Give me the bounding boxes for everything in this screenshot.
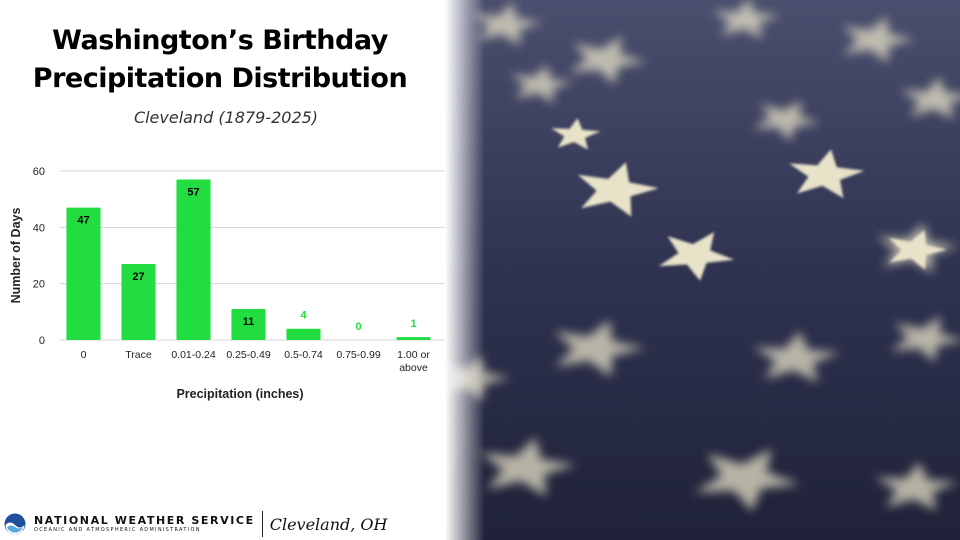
y-axis-label: Number of Days [9,208,23,304]
bar-value-label: 4 [300,310,307,322]
y-tick-label: 40 [33,222,45,234]
x-tick-label: 0.5-0.74 [284,349,323,361]
bar-value-label: 0 [355,321,361,333]
bar [286,328,321,340]
page-subtitle: Cleveland (1879-2025) [133,108,319,127]
bar-value-label: 47 [77,215,89,227]
noaa-logo [4,513,26,535]
x-tick-label: 0.75-0.99 [336,349,381,361]
precipitation-bar-chart: 020406047027Trace570.01-0.24110.25-0.494… [9,166,445,401]
star-shape [479,437,577,497]
star-shape [569,36,647,85]
footer: NATIONAL WEATHER SERVICE OCEANIC AND ATM… [4,510,387,538]
x-tick-label: 1.00 or above [397,349,430,374]
y-tick-label: 0 [39,335,45,347]
star-shape [551,118,601,150]
star-shape [842,16,915,63]
y-tick-label: 20 [33,279,45,291]
star-shape [577,162,659,217]
star-shape [900,76,960,120]
star-shape [694,448,800,512]
office-name: Cleveland, OH [269,514,388,534]
star-shape [752,331,840,383]
star-shape [510,64,574,104]
bar-value-label: 1 [410,318,416,330]
x-tick-label: Trace [125,349,152,361]
title-line-2: Precipitation Distribution [32,63,408,94]
bar-value-label: 57 [187,186,199,198]
page-title: Washington’s Birthday Precipitation Dist… [0,22,440,98]
y-tick-label: 60 [33,166,45,178]
x-tick-label: 0.01-0.24 [171,349,216,361]
star-shape [554,319,645,377]
x-tick-label: 0.25-0.49 [226,349,271,361]
star-shape [752,100,821,141]
bar [231,309,266,340]
bar [176,179,211,340]
star-shape [888,230,947,270]
bar [66,207,101,340]
title-line-1: Washington’s Birthday [52,25,388,56]
bar [121,263,156,340]
flag-stars-photo [445,0,960,540]
flag-stars-image [445,0,960,540]
x-axis-label: Precipitation (inches) [176,387,303,401]
bar-value-label: 11 [243,316,255,328]
star-shape [471,2,543,46]
agency-name: NATIONAL WEATHER SERVICE [34,513,255,527]
star-shape [874,461,958,511]
footer-divider [261,511,263,537]
star-shape [890,316,960,363]
star-shape [789,149,865,199]
star-shape [712,0,781,39]
bar-value-label: 27 [132,271,144,283]
x-tick-label: 0 [81,349,87,361]
star-shape [658,232,735,281]
bar [396,337,431,340]
agency-subtitle: OCEANIC AND ATMOSPHERIC ADMINISTRATION [34,526,201,533]
